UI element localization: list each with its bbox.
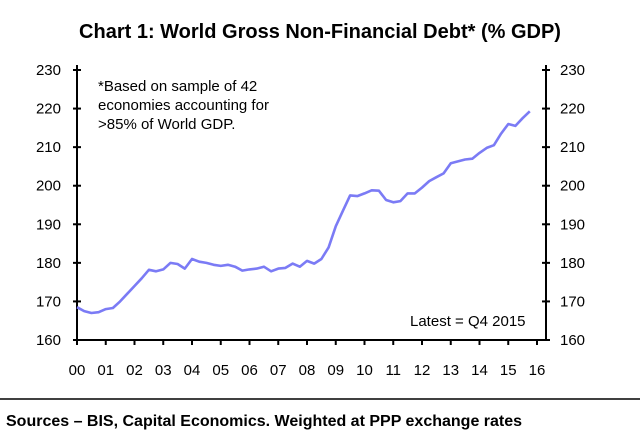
x-tick-label: 01 (97, 362, 114, 379)
footnote-text: economies accounting for (98, 97, 269, 114)
y-tick-label-left: 180 (36, 255, 61, 272)
y-tick-label-left: 230 (36, 62, 61, 79)
y-tick-label-left: 160 (36, 332, 61, 349)
x-tick-label: 14 (471, 362, 488, 379)
y-tick-label-left: 190 (36, 216, 61, 233)
x-tick-label: 03 (155, 362, 172, 379)
footnote-text: *Based on sample of 42 (98, 78, 257, 95)
x-tick-label: 06 (241, 362, 258, 379)
y-tick-label-left: 220 (36, 101, 61, 118)
x-tick-label: 05 (212, 362, 229, 379)
y-tick-label-right: 190 (560, 216, 585, 233)
chart-title: Chart 1: World Gross Non-Financial Debt*… (79, 21, 561, 43)
x-tick-label: 11 (385, 362, 401, 379)
x-tick-label: 10 (356, 362, 373, 379)
y-tick-label-right: 220 (560, 101, 585, 118)
x-tick-label: 16 (529, 362, 546, 379)
y-tick-label-right: 160 (560, 332, 585, 349)
x-tick-label: 04 (184, 362, 201, 379)
y-tick-label-right: 180 (560, 255, 585, 272)
x-tick-label: 02 (126, 362, 143, 379)
source-text: Sources – BIS, Capital Economics. Weight… (6, 413, 522, 430)
y-tick-label-left: 170 (36, 293, 61, 310)
x-tick-label: 09 (327, 362, 344, 379)
series-line (76, 110, 531, 315)
y-tick-label-right: 200 (560, 178, 585, 195)
x-tick-label: 00 (69, 362, 86, 379)
latest-label: Latest = Q4 2015 (410, 313, 526, 330)
x-tick-label: 13 (442, 362, 459, 379)
y-tick-label-right: 210 (560, 139, 585, 156)
footnote-text: >85% of World GDP. (98, 116, 235, 133)
y-tick-label-left: 200 (36, 178, 61, 195)
x-tick-label: 15 (500, 362, 517, 379)
x-tick-label: 07 (270, 362, 287, 379)
y-tick-label-left: 210 (36, 139, 61, 156)
y-tick-label-right: 230 (560, 62, 585, 79)
x-tick-label: 12 (414, 362, 431, 379)
y-tick-label-right: 170 (560, 293, 585, 310)
x-tick-label: 08 (299, 362, 316, 379)
